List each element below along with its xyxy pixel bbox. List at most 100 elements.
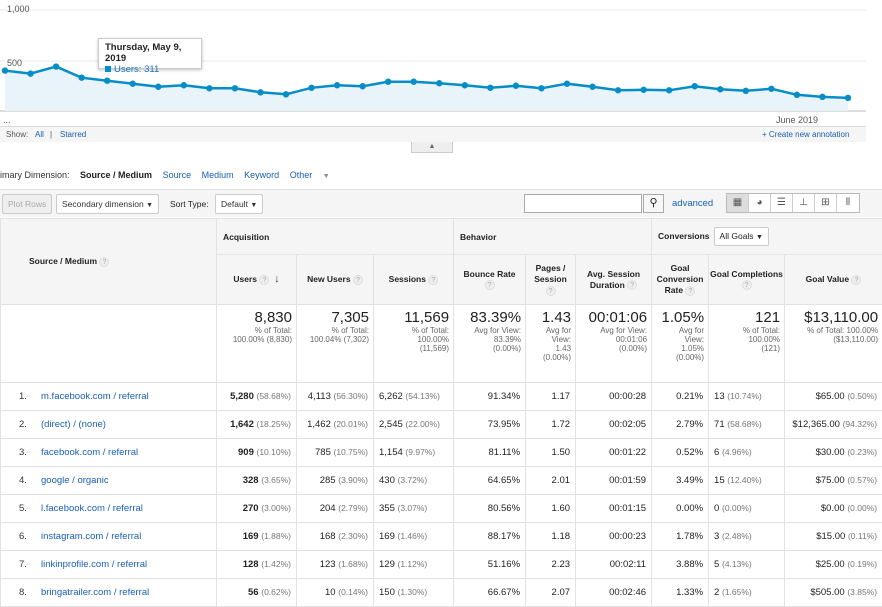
data-point-1[interactable] <box>27 70 33 76</box>
create-annotation-link[interactable]: + Create new annotation <box>762 130 849 139</box>
performance-bar-view-icon[interactable]: ☰ <box>771 194 793 212</box>
annotation-all-link[interactable]: All <box>35 130 44 139</box>
percentage-pie-view-icon[interactable]: ◕ <box>749 194 771 212</box>
pages-session-column-header[interactable]: Pages / Session? <box>526 255 576 305</box>
row-source-link[interactable]: google / organic <box>41 475 109 486</box>
data-point-0[interactable] <box>2 67 8 73</box>
help-icon[interactable]: ? <box>627 280 637 290</box>
data-point-29[interactable] <box>743 88 749 94</box>
data-point-9[interactable] <box>232 85 238 91</box>
data-point-23[interactable] <box>589 84 595 90</box>
data-point-12[interactable] <box>308 85 314 91</box>
data-point-26[interactable] <box>666 87 672 93</box>
data-point-31[interactable] <box>794 92 800 98</box>
help-icon[interactable]: ? <box>99 257 109 267</box>
data-point-17[interactable] <box>436 80 442 86</box>
row-source-link[interactable]: facebook.com / referral <box>41 447 138 458</box>
data-table-view-icon[interactable]: ▦ <box>727 194 749 212</box>
total-users: 8,830% of Total:100.00% (8,830) <box>217 305 297 383</box>
data-point-8[interactable] <box>206 85 212 91</box>
data-point-11[interactable] <box>283 91 289 97</box>
data-point-13[interactable] <box>334 82 340 88</box>
goals-dropdown[interactable]: All Goals ▼ <box>714 227 769 246</box>
help-icon[interactable]: ? <box>485 280 495 290</box>
help-icon[interactable]: ? <box>428 275 438 285</box>
bounce-rate-column-header[interactable]: Bounce Rate? <box>454 255 526 305</box>
dimension-option-keyword[interactable]: Keyword <box>244 170 279 180</box>
data-point-5[interactable] <box>130 81 136 87</box>
help-icon[interactable]: ? <box>742 280 752 290</box>
row-source-link[interactable]: linkinprofile.com / referral <box>41 559 147 570</box>
sessions-column-header[interactable]: Sessions ? <box>374 255 454 305</box>
data-point-16[interactable] <box>411 79 417 85</box>
collapse-chart-toggle[interactable]: ▲ <box>411 142 453 153</box>
row-new-users: 10 <box>325 587 336 598</box>
goal-completions-column-header[interactable]: Goal Completions? <box>709 255 785 305</box>
annotation-starred-link[interactable]: Starred <box>60 130 86 139</box>
data-point-22[interactable] <box>564 81 570 87</box>
users-column-header[interactable]: Users ? ↓ <box>217 255 297 305</box>
data-point-2[interactable] <box>53 63 59 69</box>
data-point-32[interactable] <box>819 94 825 100</box>
data-point-18[interactable] <box>462 82 468 88</box>
row-source-link[interactable]: l.facebook.com / referral <box>41 503 143 514</box>
data-point-14[interactable] <box>359 83 365 89</box>
row-sessions-cell: 1,154 (9.97%) <box>374 439 454 467</box>
data-point-3[interactable] <box>78 74 84 80</box>
row-new-users: 204 <box>320 503 336 514</box>
row-source-link[interactable]: instagram.com / referral <box>41 531 141 542</box>
dimension-option-source[interactable]: Source <box>163 170 192 180</box>
data-point-33[interactable] <box>845 95 851 101</box>
data-point-21[interactable] <box>538 85 544 91</box>
row-users: 270 <box>243 503 259 514</box>
plot-rows-button[interactable]: Plot Rows <box>2 194 52 214</box>
advanced-filter-link[interactable]: advanced <box>672 198 713 209</box>
row-source-link[interactable]: bringatrailer.com / referral <box>41 587 149 598</box>
pivot-view-icon[interactable]: ⦀ <box>837 194 859 212</box>
data-point-25[interactable] <box>640 87 646 93</box>
table-view-switcher: ▦ ◕ ☰ ⊥ ⊞ ⦀ <box>726 193 860 213</box>
goal-value-column-header[interactable]: Goal Value ? <box>785 255 882 305</box>
new-users-column-header[interactable]: New Users ? <box>297 255 374 305</box>
data-point-20[interactable] <box>513 83 519 89</box>
comparison-view-icon[interactable]: ⊥ <box>793 194 815 212</box>
data-point-19[interactable] <box>487 85 493 91</box>
data-point-24[interactable] <box>615 87 621 93</box>
total-comp-value: 121 <box>711 309 780 326</box>
data-point-27[interactable] <box>692 83 698 89</box>
data-point-30[interactable] <box>768 86 774 92</box>
help-icon[interactable]: ? <box>851 275 861 285</box>
avg-duration-column-header[interactable]: Avg. Session Duration ? <box>576 255 652 305</box>
dimension-option-medium[interactable]: Medium <box>202 170 234 180</box>
data-point-7[interactable] <box>181 82 187 88</box>
row-source-link[interactable]: m.facebook.com / referral <box>41 391 149 402</box>
row-users-cell: 909 (10.10%) <box>217 439 297 467</box>
total-bounce-sub3: (0.00%) <box>456 344 521 353</box>
data-point-6[interactable] <box>155 84 161 90</box>
row-users: 909 <box>238 447 254 458</box>
data-point-10[interactable] <box>257 89 263 95</box>
sort-type-label: Sort Type: <box>170 199 209 209</box>
term-cloud-view-icon[interactable]: ⊞ <box>815 194 837 212</box>
data-point-4[interactable] <box>104 78 110 84</box>
search-button[interactable]: ⚲ <box>643 194 664 213</box>
table-search-input[interactable] <box>524 194 642 213</box>
row-comp-pct: (10.74%) <box>727 391 762 401</box>
dimension-option-other[interactable]: Other ▼ <box>290 170 338 180</box>
help-icon[interactable]: ? <box>685 286 695 296</box>
help-icon[interactable]: ? <box>259 275 269 285</box>
goal-conv-rate-column-header[interactable]: Goal Conversion Rate ? <box>652 255 709 305</box>
row-users-pct: (3.00%) <box>261 503 291 513</box>
secondary-dimension-dropdown[interactable]: Secondary dimension ▼ <box>56 194 159 214</box>
dimension-column-header[interactable]: Source / Medium ? <box>1 219 217 305</box>
total-users-sub2: 100.00% (8,830) <box>219 335 292 344</box>
row-new-users-cell: 285 (3.90%) <box>297 467 374 495</box>
total-new-users-sub2: 100.04% (7,302) <box>299 335 369 344</box>
data-point-15[interactable] <box>385 79 391 85</box>
sort-type-dropdown[interactable]: Default ▼ <box>215 194 263 214</box>
data-point-28[interactable] <box>717 86 723 92</box>
row-value-pct: (0.00%) <box>847 503 877 513</box>
row-source-link[interactable]: (direct) / (none) <box>41 419 106 430</box>
help-icon[interactable]: ? <box>546 286 556 296</box>
help-icon[interactable]: ? <box>353 275 363 285</box>
